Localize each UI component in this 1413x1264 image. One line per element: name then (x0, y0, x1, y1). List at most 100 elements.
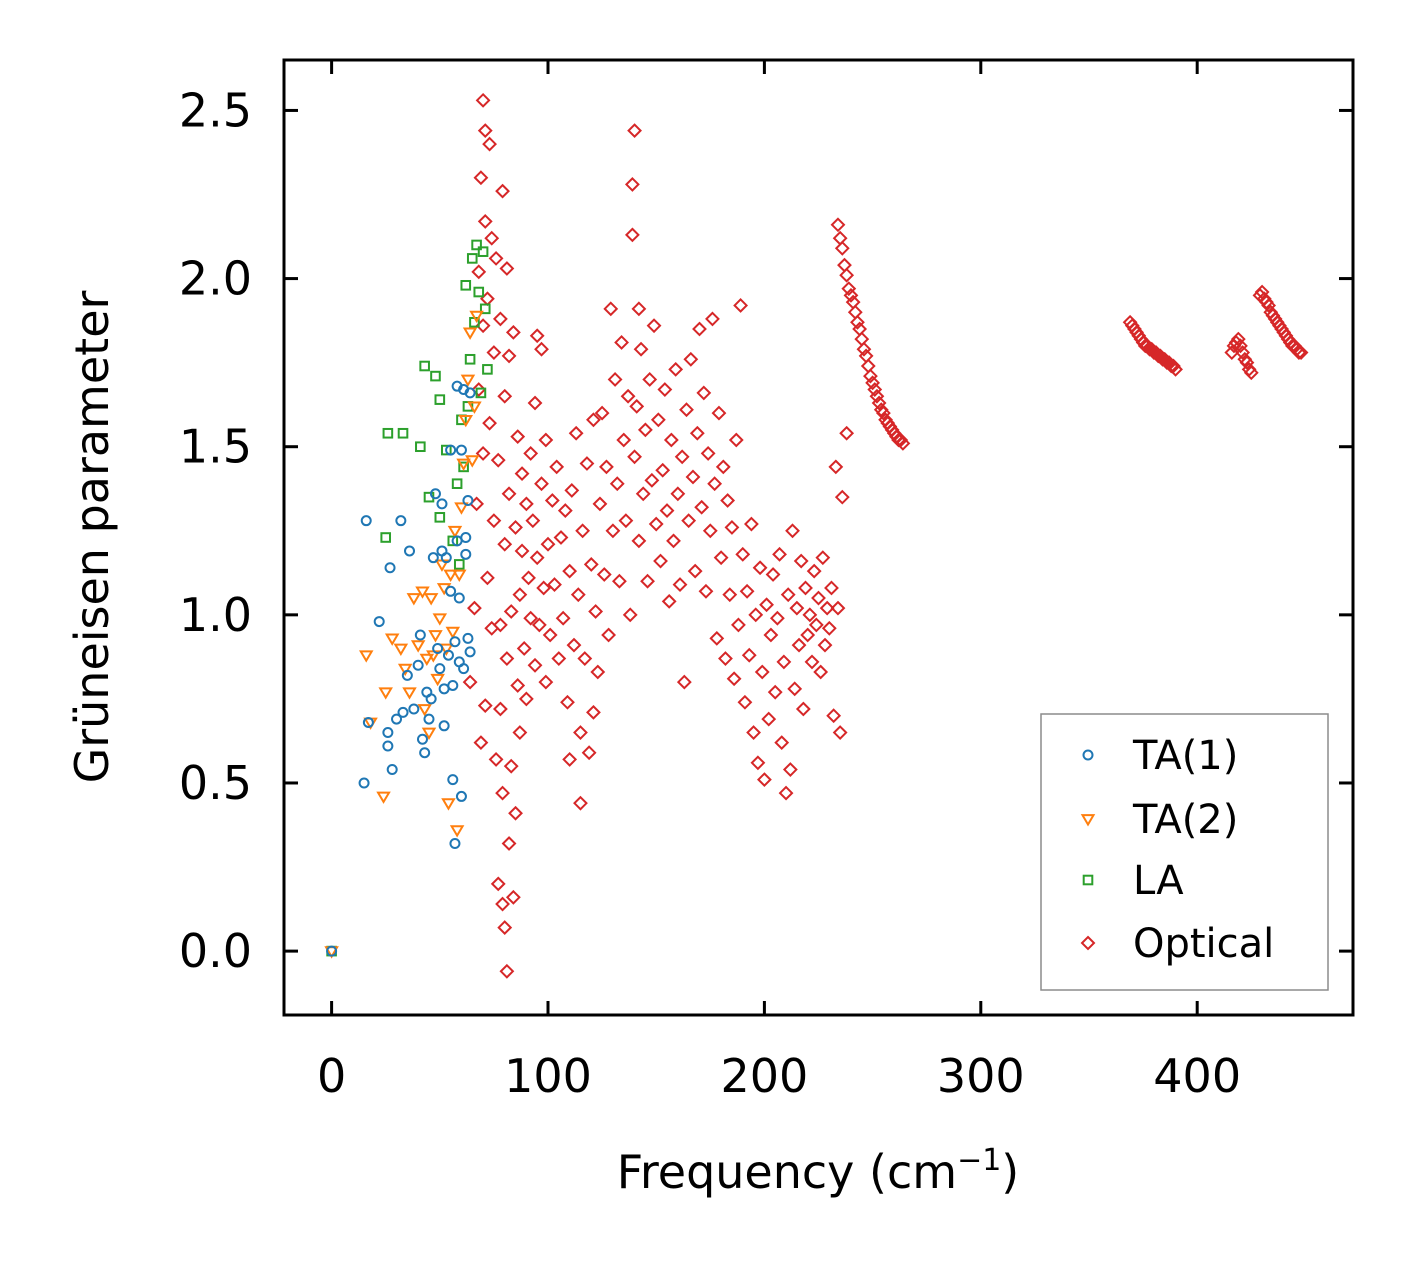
point-optical (588, 604, 604, 619)
point-la (415, 441, 426, 453)
point-optical (544, 493, 560, 508)
point-optical (501, 486, 517, 502)
point-optical (850, 314, 865, 330)
point-optical (737, 694, 753, 710)
data-points (324, 92, 1309, 979)
point-optical (501, 348, 517, 364)
point-optical (499, 651, 515, 666)
point-optical (789, 600, 805, 616)
point-ta-2 (467, 401, 482, 414)
point-optical (579, 456, 595, 471)
point-ta-2 (452, 569, 467, 582)
point-optical (655, 462, 671, 478)
point-optical (731, 617, 746, 633)
legend-label-la: LA (1133, 858, 1184, 904)
point-ta-2 (458, 414, 474, 428)
point-optical (800, 627, 816, 643)
point-la (451, 478, 463, 489)
point-optical (1291, 345, 1307, 360)
x-axis-label: Frequency (cm−1) (617, 1143, 1020, 1199)
point-optical (471, 382, 487, 397)
point-optical (495, 785, 510, 801)
point-ta-2 (460, 374, 476, 387)
point-ta-2 (417, 704, 432, 717)
y-tick-label: 0.0 (179, 924, 252, 978)
point-optical (819, 600, 835, 616)
point-optical (477, 213, 493, 229)
point-optical (486, 513, 502, 529)
point-ta-1 (447, 679, 459, 691)
point-optical (590, 664, 606, 680)
point-optical (527, 657, 543, 673)
point-optical (670, 486, 686, 502)
point-optical (856, 341, 872, 357)
point-optical (607, 372, 623, 387)
point-optical (718, 651, 733, 666)
point-ta-2 (393, 643, 409, 656)
point-ta-1 (382, 740, 394, 752)
point-optical (711, 405, 727, 421)
point-optical (612, 573, 627, 589)
point-optical (482, 415, 497, 431)
point-optical (687, 563, 703, 579)
point-ta-2 (443, 569, 458, 582)
point-optical (834, 240, 850, 256)
point-optical (668, 361, 684, 377)
point-ta-1 (397, 706, 409, 718)
point-optical (702, 523, 718, 539)
point-optical (705, 311, 720, 327)
point-optical (741, 647, 757, 663)
point-optical (516, 641, 532, 656)
point-optical (653, 553, 668, 569)
point-ta-2 (462, 327, 478, 340)
axis-ticks (284, 60, 1353, 1015)
point-ta-1 (326, 945, 338, 957)
point-ta-1 (434, 663, 446, 675)
point-optical (674, 449, 690, 465)
point-optical (518, 691, 534, 707)
point-optical (551, 651, 567, 666)
point-optical (733, 298, 749, 313)
point-optical (490, 452, 506, 468)
point-la (419, 360, 430, 372)
legend: TA(1) TA(2) LA Optical (1040, 713, 1329, 991)
point-optical (479, 570, 495, 586)
point-ta-1 (464, 387, 476, 399)
point-optical (631, 533, 647, 549)
point-optical (534, 341, 549, 357)
point-optical (609, 476, 625, 492)
point-optical (694, 499, 710, 515)
point-optical (512, 725, 528, 740)
y-tick-label: 0.5 (179, 756, 252, 810)
point-optical (599, 459, 614, 475)
point-optical (774, 735, 790, 751)
point-optical (534, 476, 549, 492)
point-optical (1235, 345, 1251, 360)
point-optical (776, 654, 792, 670)
point-optical (566, 637, 582, 653)
point-optical (713, 550, 729, 566)
point-optical (895, 435, 911, 451)
point-optical (843, 287, 859, 303)
point-la (382, 427, 394, 439)
point-ta-2 (419, 653, 435, 667)
y-tick-label: 2.0 (179, 252, 252, 306)
point-la (430, 370, 441, 382)
point-ta-1 (391, 713, 403, 725)
point-la (434, 394, 446, 405)
point-optical (538, 432, 554, 448)
point-la (460, 279, 472, 291)
point-la (453, 559, 465, 570)
point-ta-1 (432, 642, 444, 654)
x-tick-label: 400 (1153, 1049, 1241, 1103)
point-optical (620, 388, 636, 404)
point-ta-2 (449, 825, 465, 838)
point-optical (492, 701, 508, 717)
point-ta-1 (455, 790, 467, 802)
point-ta-2 (397, 663, 413, 677)
point-optical (765, 567, 781, 582)
point-ta-1 (360, 515, 372, 527)
point-optical (692, 321, 707, 337)
point-optical (663, 432, 679, 448)
